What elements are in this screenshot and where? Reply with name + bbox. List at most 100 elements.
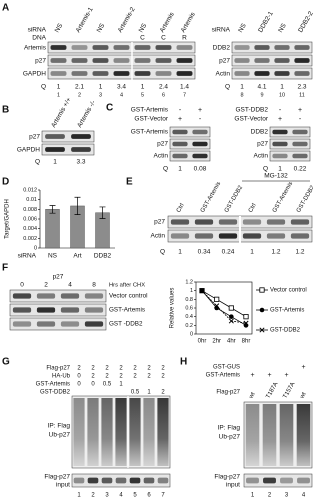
label: 0.22 <box>294 166 307 173</box>
label: GST-Artemis <box>206 373 240 379</box>
label: Q <box>160 249 165 256</box>
point <box>243 314 249 320</box>
label: Artemis-1 <box>75 6 95 34</box>
y-tick-label: 0.002 <box>23 236 37 242</box>
label: Artemis -/- <box>76 99 97 128</box>
band <box>297 477 310 484</box>
label: 5 <box>141 92 144 98</box>
blot <box>269 138 311 150</box>
label: 2 <box>91 374 95 380</box>
blot <box>231 41 313 54</box>
band <box>294 58 310 63</box>
ub-smear <box>129 398 141 466</box>
label: 0 <box>91 382 95 388</box>
label: 2 <box>78 92 81 98</box>
point <box>229 314 234 319</box>
y-tick-label: 0.8 <box>185 297 193 303</box>
label: Artemis <box>24 45 47 52</box>
band <box>71 147 91 152</box>
label: 2 <box>119 366 123 372</box>
band <box>155 71 172 76</box>
label: GST-GUS <box>213 365 240 371</box>
point <box>199 288 205 294</box>
band <box>134 71 151 76</box>
label: GST-Artemis <box>131 129 169 136</box>
band <box>36 321 56 327</box>
series-line <box>201 290 247 326</box>
label: 3 <box>285 493 289 499</box>
label: GST-DDB2 <box>224 184 245 214</box>
band <box>266 233 286 239</box>
label: Hrs after CHX <box>109 283 145 289</box>
label: 1 <box>280 84 284 91</box>
band <box>263 477 276 484</box>
label: T187A <box>265 381 279 399</box>
label: B <box>2 105 9 116</box>
band <box>234 58 250 63</box>
band <box>113 58 130 63</box>
label: GST-Vector <box>134 116 168 123</box>
label: wt <box>299 391 308 400</box>
label: p27 <box>257 141 268 148</box>
band <box>292 153 308 159</box>
label: - <box>199 116 202 123</box>
label: NS <box>54 22 65 34</box>
blot <box>269 150 311 162</box>
band <box>218 219 238 225</box>
label: IP: Flag <box>48 423 71 430</box>
x-axis-label: siRNA <box>18 253 37 260</box>
label: siRNA <box>28 27 47 34</box>
label: GST-Artemis <box>36 382 70 388</box>
band <box>12 321 32 327</box>
label: Actin <box>216 71 231 78</box>
label: + <box>284 372 288 379</box>
ub-smear <box>279 404 294 466</box>
point <box>228 318 234 324</box>
band <box>192 141 208 147</box>
band <box>71 58 88 63</box>
band <box>71 45 88 50</box>
series-line <box>201 290 247 318</box>
label: p27 <box>157 141 168 148</box>
ub-smear <box>87 398 99 466</box>
label: 1 <box>178 249 182 256</box>
band <box>254 45 270 50</box>
blot <box>169 138 211 150</box>
band <box>194 219 214 225</box>
label: Flag-p27 <box>44 474 70 481</box>
label: GAPDH <box>17 147 40 154</box>
label: 10 <box>279 92 285 98</box>
label: 0 <box>77 374 81 380</box>
label: HA-Ub <box>52 374 71 380</box>
band <box>272 141 288 147</box>
label: 1 <box>240 84 244 91</box>
blot <box>41 143 95 156</box>
y-tick-label: 0.4 <box>185 314 193 320</box>
band <box>12 293 32 299</box>
blot <box>243 473 313 488</box>
label: GST-Artemis <box>200 181 222 214</box>
band <box>134 45 151 50</box>
ub-smear <box>296 404 311 466</box>
blot <box>169 126 211 138</box>
label: Q <box>41 84 46 91</box>
label: Artemis <box>159 11 176 34</box>
label: 0.24 <box>222 249 235 256</box>
y-tick-label: 1 <box>190 288 193 294</box>
label: GAPDH <box>23 71 46 78</box>
band <box>172 129 188 135</box>
blot <box>269 126 311 138</box>
label: + <box>198 107 202 114</box>
label: C <box>106 103 113 114</box>
label: Flag-p27 <box>46 366 70 372</box>
label: F <box>2 263 8 274</box>
label: Ub-p27 <box>219 434 241 441</box>
x-tick-label: Art <box>73 253 82 260</box>
blot <box>231 67 313 80</box>
x-tick-label: 2hr <box>212 339 221 345</box>
label: Actin <box>151 233 166 240</box>
label: 1 <box>178 166 182 173</box>
error-bar <box>49 205 56 214</box>
band <box>246 477 259 484</box>
blot <box>47 54 196 67</box>
